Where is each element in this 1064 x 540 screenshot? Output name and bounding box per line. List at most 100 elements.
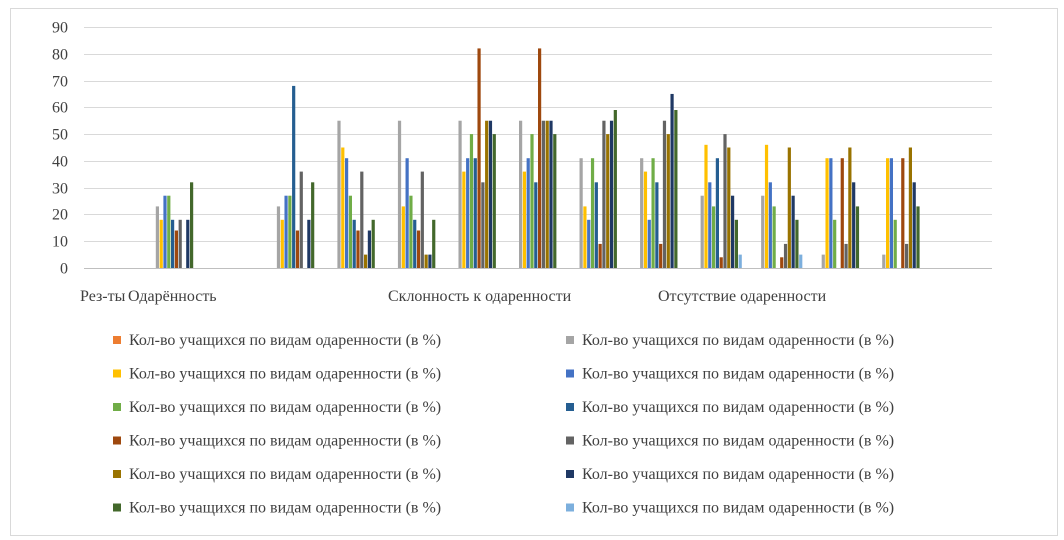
bar bbox=[795, 219, 799, 268]
legend-label: Кол-во учащихся по видам одаренности (в … bbox=[129, 466, 441, 483]
bar bbox=[311, 182, 315, 268]
bar bbox=[466, 158, 470, 268]
group-label: Отсутствие одаренности bbox=[658, 288, 827, 305]
bar bbox=[764, 144, 769, 268]
bar bbox=[719, 257, 723, 268]
y-tick-label: 50 bbox=[52, 127, 68, 144]
bar bbox=[912, 182, 916, 268]
bar bbox=[901, 158, 905, 268]
legend-swatch bbox=[113, 503, 121, 512]
y-tick-label: 10 bbox=[52, 234, 68, 251]
bar bbox=[522, 171, 526, 268]
bar bbox=[712, 206, 716, 268]
bar bbox=[174, 230, 178, 268]
bar bbox=[485, 120, 489, 268]
bar bbox=[772, 206, 776, 268]
bar bbox=[155, 206, 159, 268]
y-tick-label: 70 bbox=[52, 74, 68, 91]
legend: Кол-во учащихся по видам одаренности (в … bbox=[113, 332, 894, 517]
bar bbox=[534, 182, 538, 268]
legend-label: Кол-во учащихся по видам одаренности (в … bbox=[582, 500, 894, 517]
bar bbox=[821, 254, 825, 268]
bar bbox=[420, 171, 424, 268]
bar bbox=[908, 147, 912, 268]
bar bbox=[761, 195, 765, 268]
bar bbox=[886, 158, 890, 268]
legend-item: Кол-во учащихся по видам одаренности (в … bbox=[113, 399, 441, 416]
legend-item: Кол-во учащихся по видам одаренности (в … bbox=[113, 466, 441, 483]
bar bbox=[587, 219, 591, 268]
bar bbox=[662, 120, 667, 268]
legend-swatch bbox=[113, 336, 121, 344]
chart-frame bbox=[10, 8, 1058, 536]
legend-item: Кол-во учащихся по видам одаренности (в … bbox=[113, 433, 441, 450]
y-tick-label: 0 bbox=[60, 261, 68, 278]
bar bbox=[367, 230, 371, 268]
legend-label: Кол-во учащихся по видам одаренности (в … bbox=[582, 332, 894, 349]
bar bbox=[530, 134, 534, 268]
bar bbox=[855, 206, 860, 268]
bar bbox=[825, 158, 829, 268]
bar bbox=[579, 158, 583, 268]
bar bbox=[640, 158, 644, 268]
bar bbox=[295, 230, 300, 268]
bar bbox=[371, 219, 375, 268]
bar bbox=[791, 195, 795, 268]
bar bbox=[341, 147, 345, 268]
bar bbox=[299, 171, 303, 268]
legend-item: Кол-во учащихся по видам одаренности (в … bbox=[113, 366, 441, 383]
bar bbox=[727, 147, 731, 268]
bar bbox=[284, 195, 288, 268]
legend-item: Кол-во учащихся по видам одаренности (в … bbox=[566, 433, 894, 450]
bar bbox=[458, 120, 462, 268]
bar bbox=[424, 254, 428, 268]
legend-label: Кол-во учащихся по видам одаренности (в … bbox=[129, 332, 441, 349]
bar bbox=[783, 243, 788, 268]
bar bbox=[594, 182, 598, 268]
legend-swatch bbox=[113, 403, 121, 411]
legend-item: Кол-во учащихся по видам одаренности (в … bbox=[566, 500, 894, 517]
bar bbox=[428, 254, 432, 268]
legend-swatch bbox=[113, 470, 121, 478]
legend-item: Кол-во учащихся по видам одаренности (в … bbox=[566, 466, 894, 483]
legend-swatch bbox=[566, 336, 574, 344]
bar bbox=[163, 195, 167, 268]
bar bbox=[541, 120, 545, 268]
bar bbox=[416, 230, 421, 268]
bar bbox=[643, 171, 648, 268]
y-tick-label: 30 bbox=[52, 181, 68, 198]
bar bbox=[916, 206, 920, 268]
y-tick-label: 80 bbox=[52, 47, 68, 64]
bar bbox=[473, 158, 477, 268]
bar bbox=[307, 219, 311, 268]
bar bbox=[276, 206, 281, 268]
y-axis-tick-labels: 0 10 20 30 40 50 60 70 80 90 bbox=[52, 20, 68, 278]
bar bbox=[549, 120, 553, 268]
bar bbox=[292, 85, 296, 268]
legend-label: Кол-во учащихся по видам одаренности (в … bbox=[129, 399, 441, 416]
bar bbox=[280, 219, 284, 268]
bar bbox=[700, 195, 704, 268]
bar bbox=[602, 120, 606, 268]
bar bbox=[738, 254, 742, 268]
bar bbox=[708, 182, 712, 268]
bar bbox=[360, 171, 364, 268]
bar bbox=[893, 219, 897, 268]
bar bbox=[905, 243, 909, 268]
legend-item: Кол-во учащихся по видам одаренности (в … bbox=[113, 500, 441, 517]
bar bbox=[526, 158, 530, 268]
bar bbox=[590, 158, 595, 268]
bar bbox=[397, 120, 402, 268]
legend-swatch bbox=[566, 503, 574, 512]
x-axis-group-labels: Рез-ты Одарённость Склонность к одаренност… bbox=[80, 288, 827, 305]
bar bbox=[659, 243, 663, 268]
bar bbox=[159, 219, 163, 268]
bar bbox=[348, 195, 352, 268]
bar bbox=[848, 147, 852, 268]
bar bbox=[889, 158, 893, 268]
legend-swatch bbox=[566, 369, 574, 378]
legend-label: Кол-во учащихся по видам одаренности (в … bbox=[582, 433, 894, 450]
bar bbox=[364, 254, 368, 268]
group-label: Рез-ты bbox=[80, 288, 126, 305]
